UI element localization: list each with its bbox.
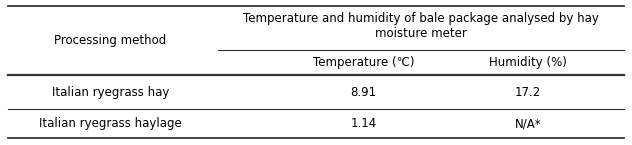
Text: Humidity (%): Humidity (%) [489, 56, 567, 69]
Text: Italian ryegrass hay: Italian ryegrass hay [52, 86, 169, 99]
Text: Temperature and humidity of bale package analysed by hay
moisture meter: Temperature and humidity of bale package… [243, 12, 599, 40]
Text: Temperature (℃): Temperature (℃) [313, 56, 414, 69]
Text: Processing method: Processing method [54, 34, 167, 47]
Text: Italian ryegrass haylage: Italian ryegrass haylage [39, 117, 182, 130]
Text: N/A*: N/A* [514, 117, 541, 130]
Text: 8.91: 8.91 [350, 86, 377, 99]
Text: 1.14: 1.14 [350, 117, 377, 130]
Text: 17.2: 17.2 [514, 86, 541, 99]
